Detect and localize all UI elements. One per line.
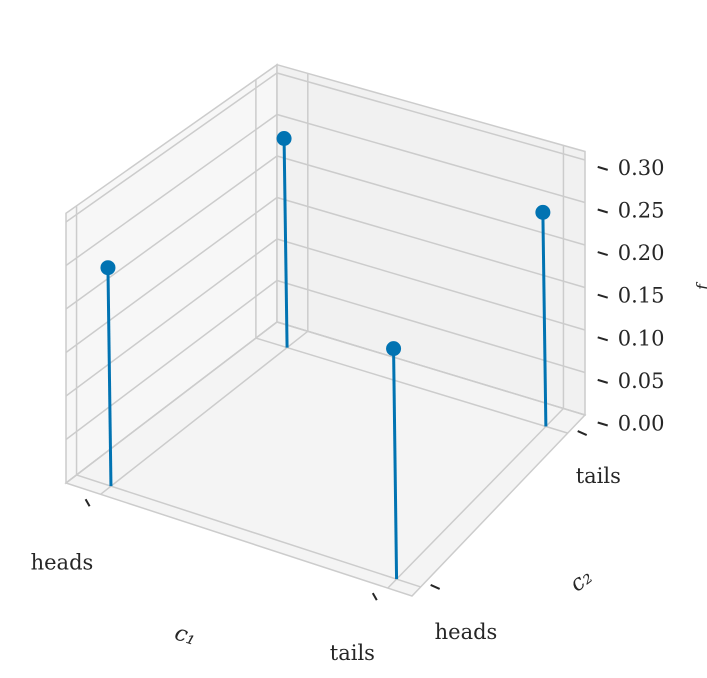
y-gridline (255, 79, 568, 434)
z-gridline (65, 196, 586, 354)
z-gridline (65, 113, 586, 267)
y-tick (430, 584, 441, 590)
z-tick-label: 0.10 (618, 326, 665, 350)
z-tick (597, 378, 609, 384)
z-tick (597, 336, 609, 342)
x-tick-label: tails (330, 641, 375, 665)
z-tick-label: 0.15 (618, 284, 665, 308)
y-gridline (75, 205, 421, 588)
x-tick (84, 498, 91, 507)
stem-line (106, 267, 113, 487)
z-tick (597, 251, 609, 257)
z-gridline (65, 321, 586, 484)
stem-marker (386, 341, 402, 357)
stem-marker (535, 204, 551, 220)
y-tick-label: tails (576, 464, 621, 488)
stem-marker (100, 260, 116, 276)
x-gridline (387, 145, 565, 589)
z-gridline (65, 238, 586, 397)
z-tick-label: 0.30 (618, 156, 665, 180)
x-gridline (100, 73, 309, 495)
x-tick (371, 592, 378, 601)
z-tick (597, 208, 609, 214)
y-axis-label: c₂ (565, 564, 597, 597)
z-tick (597, 421, 609, 427)
z-gridline (65, 155, 586, 310)
z-axis-label: f (693, 281, 707, 291)
x-tick-label: heads (31, 550, 94, 574)
z-tick (597, 165, 609, 171)
z-tick-label: 0.05 (618, 369, 665, 393)
stem-marker (276, 131, 292, 146)
z-tick (597, 293, 609, 299)
x-axis-label: c₁ (171, 620, 199, 650)
stem-line (392, 348, 399, 580)
y-tick-label: heads (435, 620, 498, 644)
z-tick-label: 0.00 (618, 411, 665, 435)
z-gridline (65, 72, 586, 223)
stem-line (541, 212, 548, 427)
z-gridline (65, 279, 586, 441)
z-tick-label: 0.25 (618, 198, 665, 222)
y-tick (577, 430, 588, 437)
z-tick-label: 0.20 (618, 241, 665, 265)
stem-line (282, 138, 289, 348)
